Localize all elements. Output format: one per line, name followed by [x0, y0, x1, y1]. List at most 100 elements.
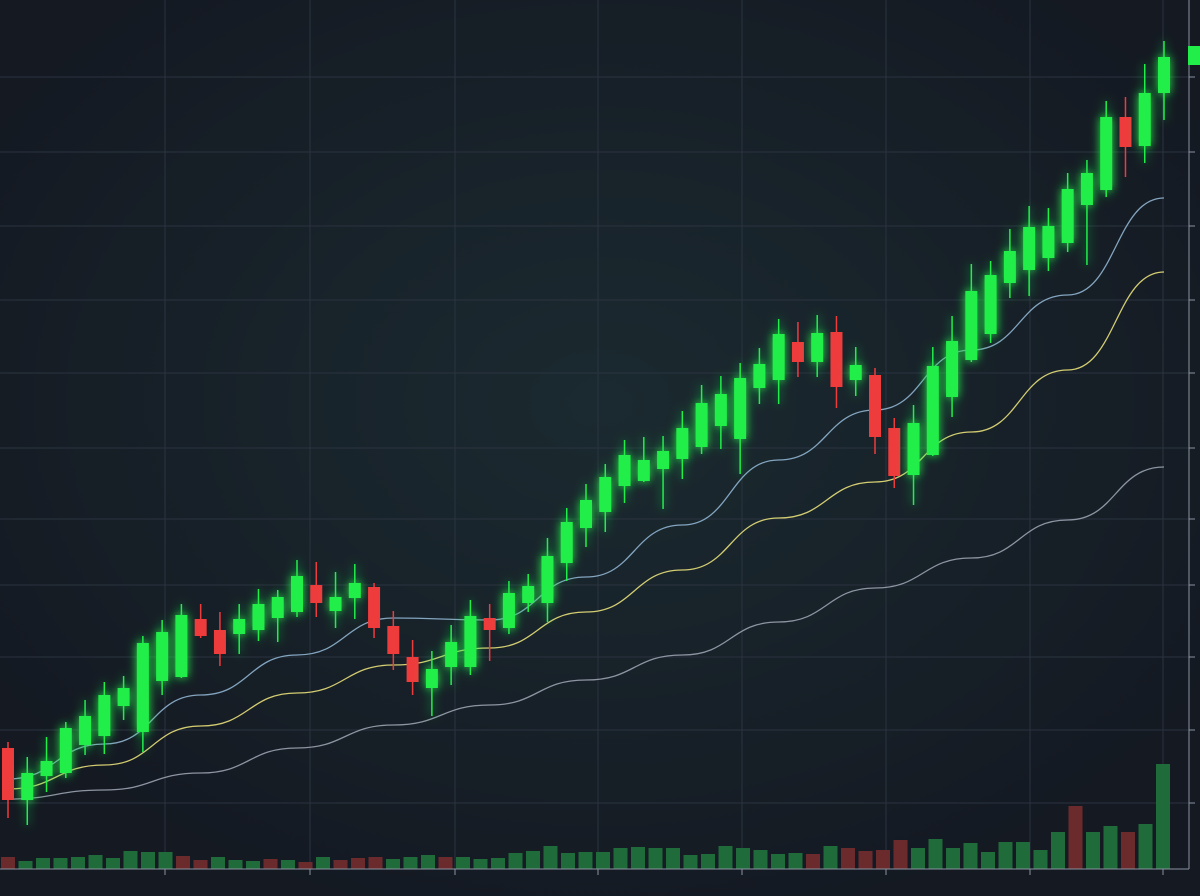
candle-up [175, 604, 188, 678]
candle-body [811, 333, 824, 362]
candle-down [213, 612, 226, 666]
candle-body [483, 618, 496, 630]
candle-down [888, 418, 901, 488]
volume-bar [53, 858, 68, 869]
candle-body [329, 597, 342, 611]
candle-up [714, 376, 727, 449]
volume-bar [596, 852, 610, 869]
candle-down [1119, 97, 1132, 177]
candle-down [791, 322, 804, 377]
last-price-tag [1188, 46, 1200, 65]
volume-bar [806, 854, 820, 869]
candle-up [1080, 160, 1093, 265]
candle-body [657, 451, 670, 469]
candle-body [175, 615, 188, 677]
candle-up [117, 676, 130, 720]
ma-slow-line [7, 466, 1165, 800]
volume-bar [683, 855, 698, 869]
candle-body [1003, 251, 1016, 283]
candle-body [772, 334, 785, 380]
candle-up [464, 600, 477, 675]
candle-up [618, 440, 631, 503]
volume-bar [1033, 850, 1048, 869]
volume-bar [1016, 842, 1030, 869]
volume-bar [438, 857, 453, 869]
candle-up [676, 411, 689, 479]
candle-body [464, 616, 477, 667]
candle-down [2, 742, 14, 818]
volume-bar [71, 857, 85, 869]
volume-bar [1086, 832, 1100, 869]
candle-up [502, 581, 515, 634]
candle-body [406, 657, 419, 682]
candle-body [791, 342, 804, 362]
candle-body [156, 632, 169, 681]
candle-body [348, 583, 361, 598]
volume-bar [666, 848, 680, 869]
candle-body [618, 455, 631, 486]
grid-lines [0, 0, 1189, 869]
volume-bar [893, 840, 908, 869]
volume-bar [1068, 806, 1083, 869]
candle-body [310, 585, 323, 603]
volume-bar [141, 852, 155, 869]
volume-bar [193, 860, 208, 869]
volume-bar [473, 859, 488, 869]
candle-body [271, 597, 284, 618]
volume-bar [613, 848, 628, 869]
candle-up [657, 436, 670, 509]
volume-bars [1, 764, 1170, 869]
volume-bar [386, 859, 400, 869]
volume-bar [788, 853, 803, 869]
candle-body [387, 626, 400, 654]
candle-up [926, 347, 939, 456]
candle-body [965, 291, 978, 360]
candle-up [348, 564, 361, 619]
volume-bar [543, 846, 558, 869]
volume-bar [368, 857, 383, 869]
candle-body [425, 669, 438, 688]
candle-body [830, 332, 843, 387]
volume-bar [963, 843, 978, 869]
candle-body [522, 586, 535, 603]
candle-body [1061, 189, 1074, 243]
candle-up [21, 757, 34, 825]
candle-body [2, 748, 14, 800]
candles [2, 41, 1170, 825]
candle-up [734, 363, 747, 474]
candle-up [946, 316, 959, 417]
volume-bar [771, 854, 785, 869]
candle-body [1119, 117, 1132, 147]
volume-bar [876, 850, 890, 869]
candle-up [907, 405, 920, 505]
candle-body [888, 428, 901, 476]
volume-bar [928, 839, 943, 869]
candle-up [1042, 208, 1055, 271]
candle-up [233, 604, 246, 654]
candle-body [753, 364, 766, 388]
candle-up [1158, 41, 1170, 120]
candle-body [1100, 117, 1113, 190]
candle-body [1080, 173, 1093, 205]
candle-down [483, 604, 496, 661]
candle-body [59, 728, 72, 773]
volume-bar [281, 860, 295, 869]
candle-body [926, 366, 939, 455]
ma-fast-line [7, 197, 1165, 780]
candle-body [252, 604, 265, 630]
ma-mid-line [7, 271, 1165, 790]
candle-up [79, 700, 92, 755]
candle-up [252, 589, 265, 641]
volume-bar [526, 851, 540, 869]
candle-body [849, 365, 862, 380]
volume-bar [176, 856, 190, 869]
candle-body [117, 688, 130, 706]
volume-bar [1051, 832, 1065, 869]
candle-body [368, 587, 381, 628]
candle-up [695, 385, 708, 454]
candle-body [213, 630, 226, 654]
candle-up [560, 508, 573, 581]
candle-up [541, 538, 554, 622]
candle-up [522, 574, 535, 612]
candle-up [271, 590, 284, 642]
